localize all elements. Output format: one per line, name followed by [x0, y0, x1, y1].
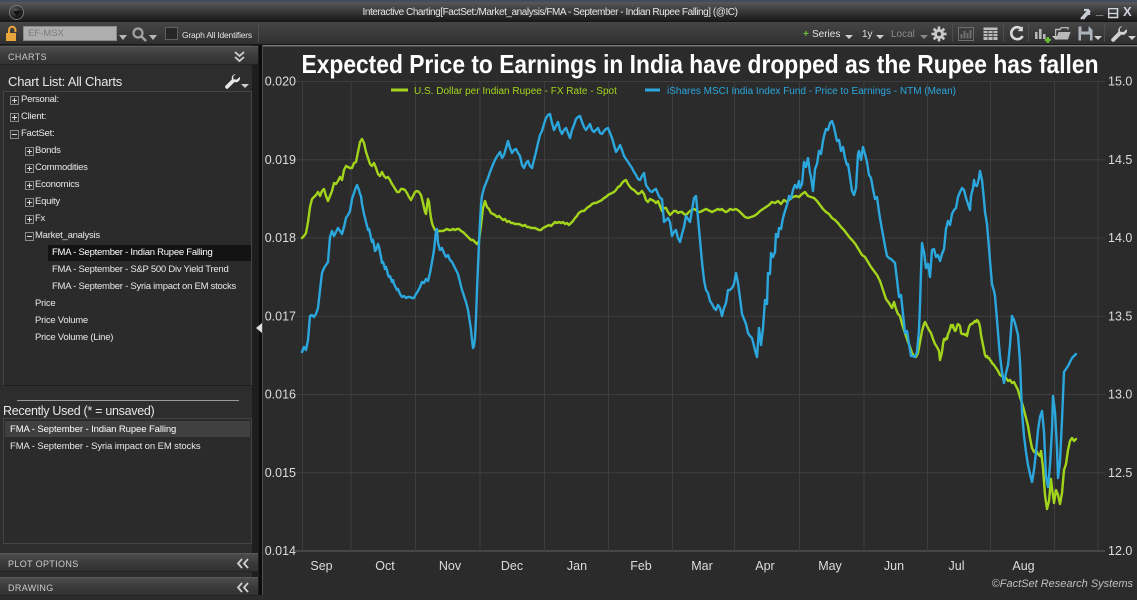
svg-text:Oct: Oct: [375, 559, 395, 573]
svg-text:Jul: Jul: [949, 559, 965, 573]
svg-text:Jun: Jun: [884, 559, 904, 573]
svg-text:0.020: 0.020: [265, 75, 296, 89]
svg-text:Mar: Mar: [691, 559, 713, 573]
svg-text:Feb: Feb: [630, 559, 652, 573]
svg-text:Expected Price to Earnings in: Expected Price to Earnings in India have…: [302, 49, 1099, 79]
svg-text:May: May: [818, 559, 842, 573]
svg-text:14.5: 14.5: [1108, 153, 1132, 167]
svg-text:Apr: Apr: [755, 559, 774, 573]
svg-text:iShares MSCI India Index Fund: iShares MSCI India Index Fund - Price to…: [667, 86, 956, 97]
svg-text:0.018: 0.018: [265, 231, 296, 245]
svg-text:13.5: 13.5: [1108, 309, 1132, 323]
svg-text:Dec: Dec: [501, 559, 523, 573]
svg-text:12.0: 12.0: [1108, 544, 1132, 558]
svg-text:0.015: 0.015: [265, 466, 296, 480]
svg-text:Aug: Aug: [1012, 559, 1034, 573]
svg-text:0.017: 0.017: [265, 309, 296, 323]
svg-text:13.0: 13.0: [1108, 388, 1132, 402]
svg-text:©FactSet Research Systems: ©FactSet Research Systems: [992, 578, 1134, 590]
svg-text:15.0: 15.0: [1108, 75, 1132, 89]
svg-text:Sep: Sep: [310, 559, 332, 573]
svg-text:0.016: 0.016: [265, 388, 296, 402]
svg-text:0.019: 0.019: [265, 153, 296, 167]
svg-text:Jan: Jan: [567, 559, 587, 573]
svg-text:14.0: 14.0: [1108, 231, 1132, 245]
svg-text:12.5: 12.5: [1108, 466, 1132, 480]
svg-text:Nov: Nov: [439, 559, 462, 573]
svg-text:0.014: 0.014: [265, 544, 296, 558]
svg-text:U.S. Dollar per Indian Rupee -: U.S. Dollar per Indian Rupee - FX Rate -…: [414, 86, 617, 97]
